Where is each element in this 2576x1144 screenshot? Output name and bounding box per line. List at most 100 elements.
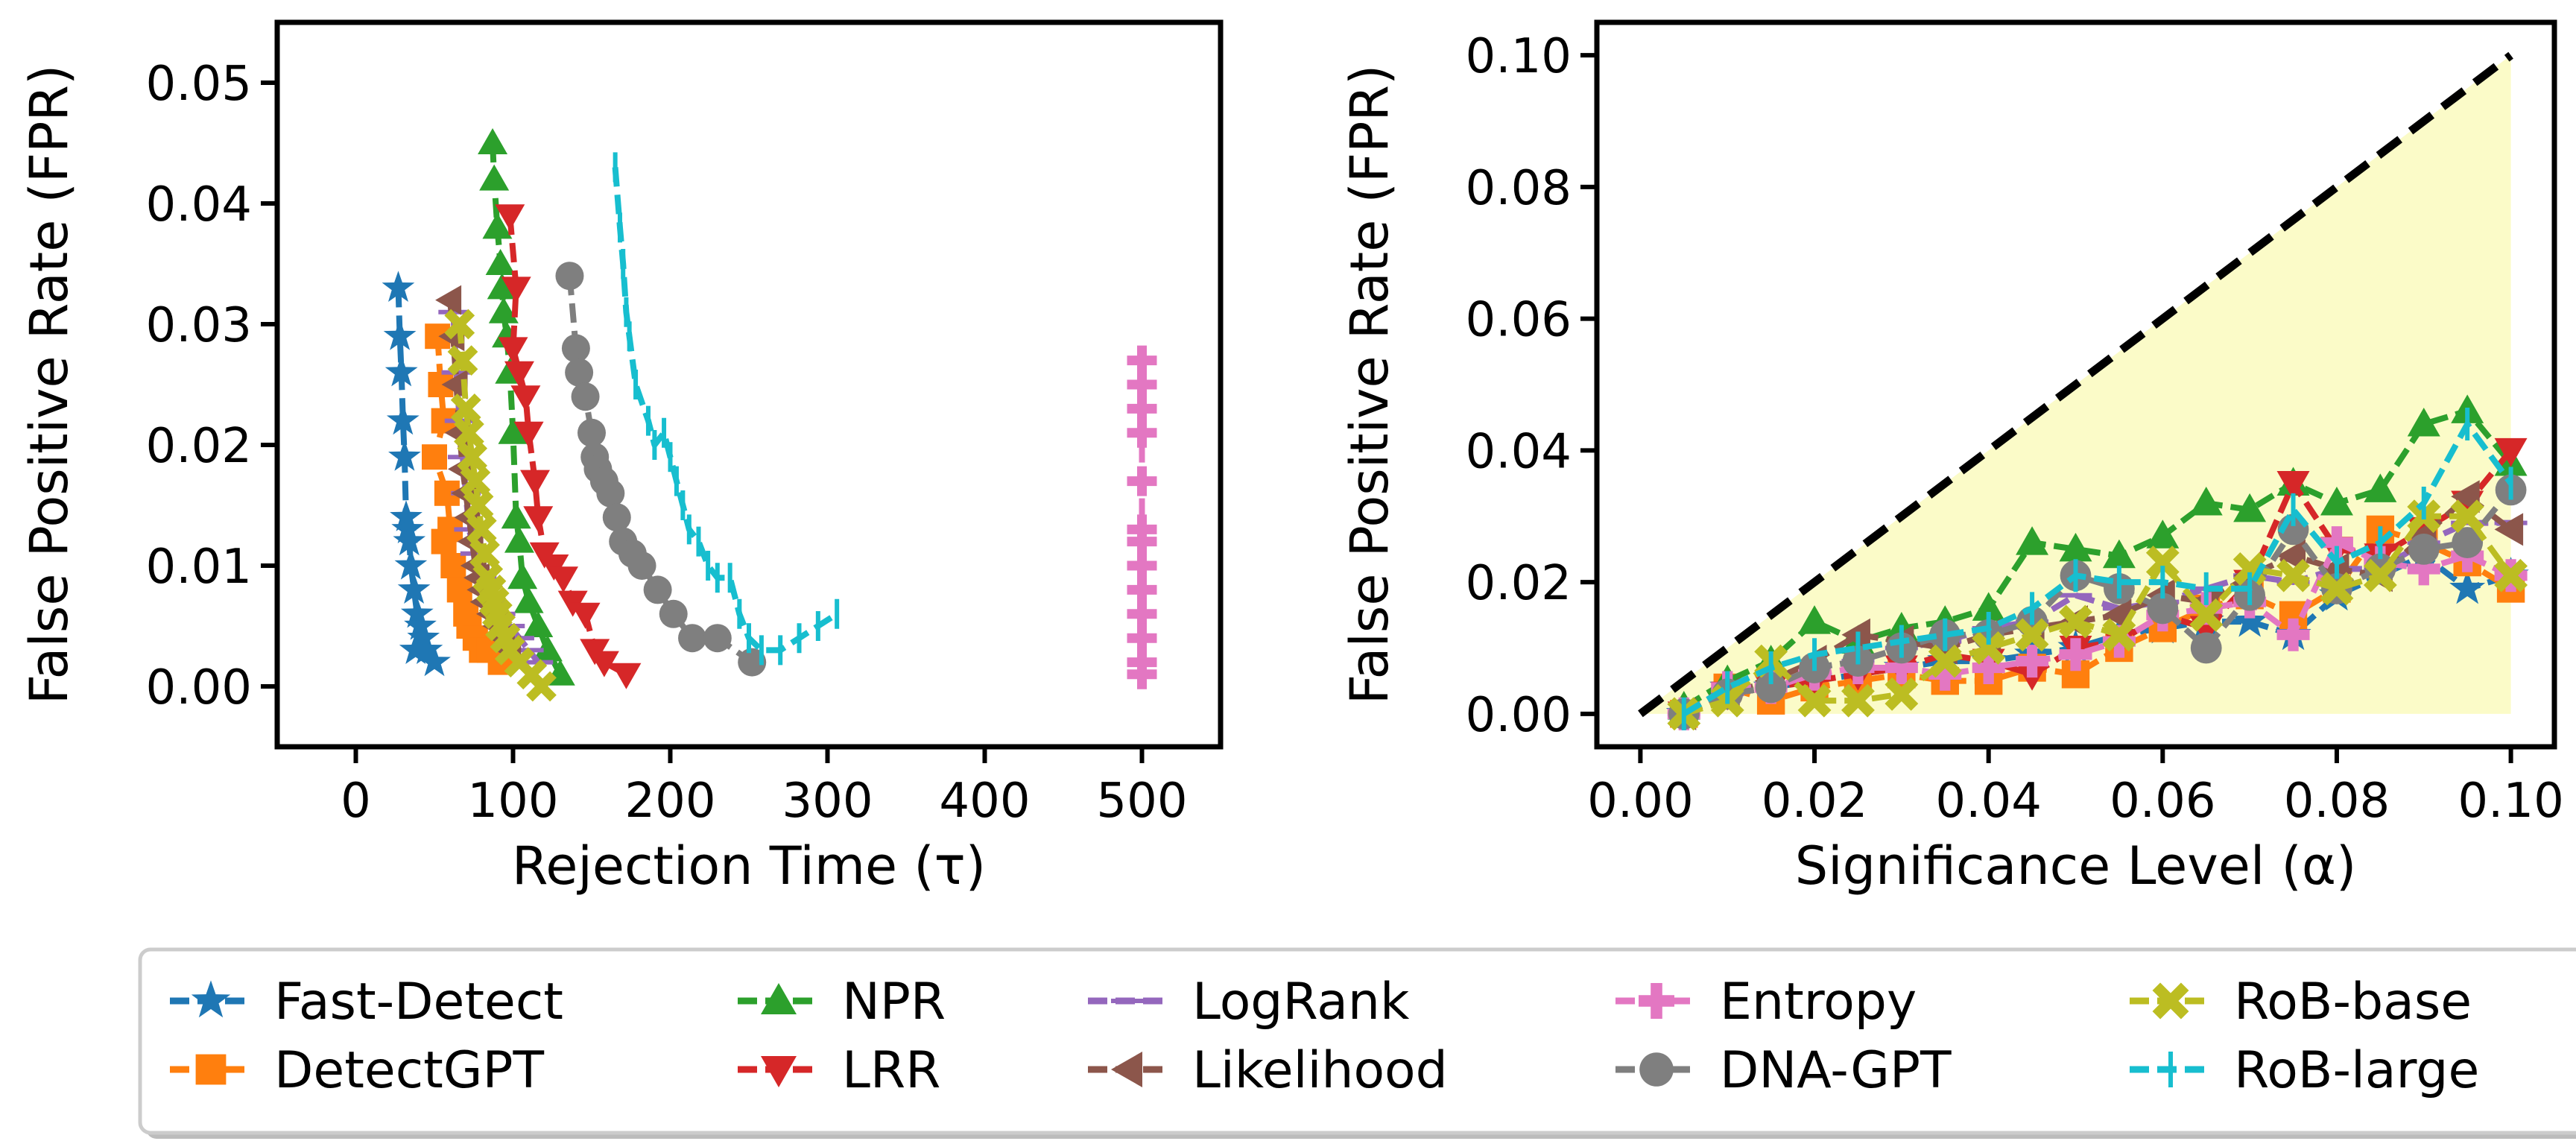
series-line-npr	[490, 142, 563, 676]
data-point-lrr	[611, 663, 642, 689]
y-tick-label: 0.10	[1466, 29, 1572, 84]
data-point-rob-base	[447, 345, 478, 376]
data-point-dna-gpt	[602, 503, 631, 532]
legend-marker-dna-gpt	[1639, 1052, 1674, 1087]
data-point-npr	[2407, 408, 2440, 437]
reference-line	[1638, 51, 2513, 718]
x-tick-label: 0.02	[1762, 774, 1868, 829]
data-point-lrr	[504, 361, 534, 388]
series-lrr	[495, 204, 642, 689]
legend-label: NPR	[842, 973, 946, 1031]
data-point-entropy	[1127, 575, 1157, 605]
series-entropy	[1127, 345, 1157, 689]
data-point-npr	[2364, 473, 2397, 502]
data-point-fast-detect	[382, 271, 415, 302]
data-point-entropy	[1972, 651, 2005, 684]
x-tick-label: 300	[782, 774, 873, 829]
data-point-rob-base	[526, 671, 557, 702]
data-point-entropy	[1127, 623, 1157, 654]
data-point-fast-detect	[400, 596, 434, 628]
data-point-npr	[482, 212, 513, 239]
data-point-dna-gpt	[555, 262, 584, 291]
legend-label: LRR	[842, 1041, 940, 1100]
data-point-dna-gpt	[678, 624, 707, 653]
data-point-fast-detect	[418, 645, 451, 677]
legend-label: LogRank	[1192, 973, 1410, 1031]
legend-marker-lrr	[761, 1056, 797, 1087]
legend-marker-detectgpt	[195, 1054, 227, 1085]
data-point-rob-base	[2320, 572, 2354, 606]
data-point-rob-base	[454, 417, 484, 449]
y-tick-label: 0.00	[1466, 688, 1572, 743]
data-point-lrr	[589, 651, 619, 677]
data-point-npr	[498, 417, 528, 444]
series-line-likelihood	[447, 300, 513, 652]
data-point-dna-gpt	[571, 382, 600, 411]
data-point-rob-base	[1928, 644, 1962, 678]
data-point-entropy	[1127, 345, 1157, 376]
data-point-rob-base	[2015, 618, 2049, 652]
data-point-rob-base	[2494, 558, 2528, 592]
data-point-detectgpt	[422, 444, 447, 470]
data-point-dna-gpt	[2452, 527, 2484, 558]
data-point-lrr	[548, 566, 579, 593]
plot-data	[1665, 394, 2529, 731]
series-line-lrr	[507, 215, 628, 677]
x-tick-label: 200	[624, 774, 715, 829]
legend-marker-npr	[761, 983, 797, 1014]
data-point-npr	[485, 249, 516, 275]
data-point-fast-detect	[394, 549, 428, 580]
data-point-entropy	[1884, 651, 1918, 684]
data-point-npr	[2059, 532, 2092, 562]
y-tick-label: 0.04	[1466, 424, 1572, 479]
data-point-likelihood	[441, 370, 468, 399]
data-point-entropy	[1127, 659, 1157, 689]
data-point-npr	[488, 297, 519, 323]
legend-item-rob-base: RoB-base	[2130, 973, 2472, 1031]
data-point-entropy	[2276, 618, 2310, 651]
data-point-fast-detect	[388, 440, 421, 471]
data-point-rob-base	[2363, 558, 2397, 592]
data-point-dna-gpt	[565, 358, 594, 387]
data-point-lrr	[523, 506, 554, 533]
data-point-dna-gpt	[659, 599, 688, 628]
y-tick-label: 0.04	[146, 177, 253, 233]
data-point-npr	[1798, 605, 1832, 634]
data-point-entropy	[1928, 657, 1962, 691]
data-point-lrr	[510, 385, 541, 412]
data-point-lrr	[498, 337, 528, 364]
x-tick-label: 0.00	[1587, 774, 1694, 829]
y-tick-label: 0.00	[146, 660, 253, 715]
y-tick-label: 0.03	[146, 298, 253, 353]
data-point-entropy	[2407, 552, 2440, 586]
data-point-npr	[501, 502, 531, 529]
data-point-entropy	[1127, 417, 1157, 448]
axes-frame	[274, 19, 1224, 750]
data-point-fast-detect	[384, 355, 418, 387]
data-point-dna-gpt	[643, 575, 672, 604]
legend-label: RoB-large	[2234, 1041, 2479, 1100]
legend-item-detectgpt: DetectGPT	[170, 1041, 544, 1100]
x-tick-label: 500	[1096, 774, 1187, 829]
series-rob-base	[1667, 499, 2528, 731]
series-fast-detect	[382, 271, 451, 677]
data-point-entropy	[1127, 551, 1157, 581]
data-point-dna-gpt	[596, 478, 625, 508]
legend-item-entropy: Entropy	[1615, 973, 1917, 1031]
legend-label: DetectGPT	[274, 1041, 544, 1100]
legend-item-likelihood: Likelihood	[1088, 1041, 1448, 1100]
series-line-rob-large	[1682, 421, 2513, 717]
data-point-rob-base	[2276, 558, 2310, 592]
y-tick-label: 0.05	[146, 57, 253, 112]
x-tick-label: 0	[341, 774, 371, 829]
data-point-lrr	[495, 204, 525, 231]
y-axis-label: False Positive Rate (FPR)	[1339, 65, 1400, 705]
data-point-fast-detect	[410, 633, 443, 664]
data-point-npr	[507, 563, 538, 590]
x-axis-label: Significance Level (α)	[1795, 835, 2357, 897]
y-tick-label: 0.08	[1466, 161, 1572, 216]
legend-item-lrr: LRR	[738, 1041, 940, 1100]
legend-frame	[138, 947, 2576, 1135]
data-point-dna-gpt	[577, 418, 606, 447]
data-point-dna-gpt	[2147, 592, 2179, 625]
